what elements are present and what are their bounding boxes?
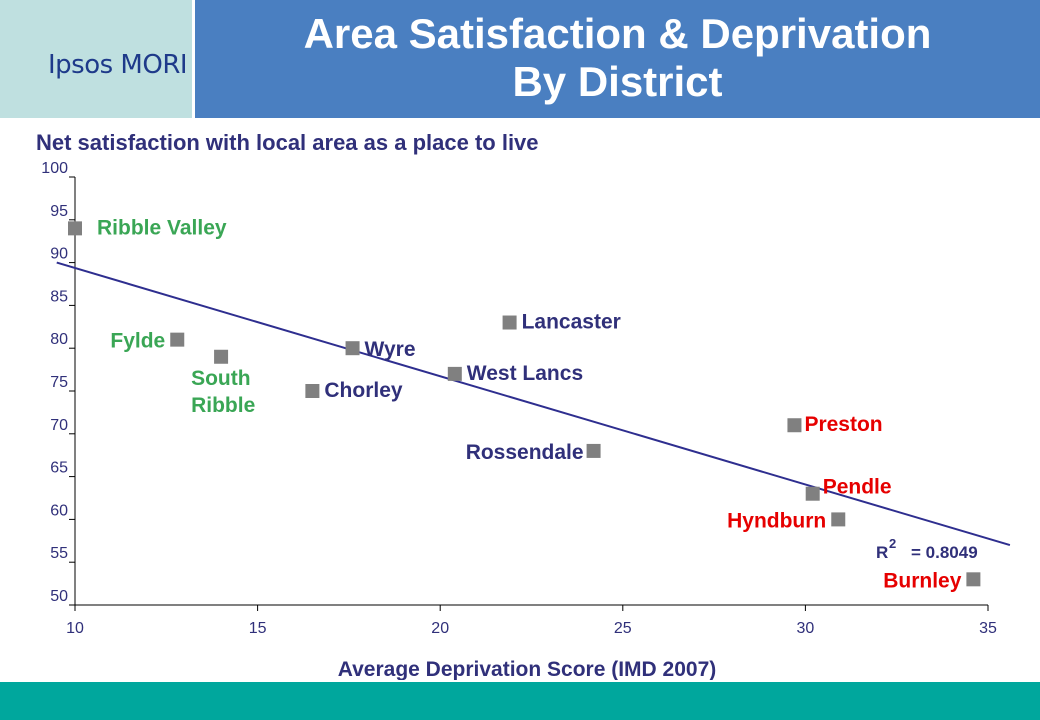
y-tick-label: 85	[50, 288, 68, 305]
logo-panel: Ipsos MORI	[0, 0, 195, 118]
data-point	[831, 512, 846, 527]
data-point	[502, 315, 517, 330]
x-tick-label: 25	[614, 620, 632, 637]
data-point	[68, 221, 82, 236]
point-label: Hyndburn	[727, 509, 826, 532]
y-tick-label: 65	[50, 460, 68, 477]
x-tick-label: 10	[66, 620, 84, 637]
y-tick-label: 90	[50, 246, 68, 263]
data-point	[586, 443, 601, 458]
point-label: West Lancs	[467, 362, 583, 385]
point-label: Fylde	[110, 330, 165, 353]
x-tick-label: 15	[249, 620, 267, 637]
point-label: Preston	[804, 413, 882, 436]
title-line-1: Area Satisfaction & Deprivation	[303, 10, 932, 57]
point-label: Chorley	[324, 379, 403, 402]
y-tick-label: 55	[50, 545, 68, 562]
r-squared-value: = 0.8049	[911, 543, 978, 562]
y-tick-label: 70	[50, 417, 68, 434]
r-squared-annotation: R 2 = 0.8049	[876, 536, 978, 562]
y-tick-label: 80	[50, 331, 68, 348]
data-point	[447, 366, 462, 381]
point-label: Lancaster	[522, 311, 621, 334]
ipsos-mori-logo: Ipsos MORI	[48, 50, 188, 80]
y-tick-label: 50	[50, 588, 68, 605]
point-label: Wyre	[365, 338, 416, 361]
point-label-line: Ribble	[191, 394, 255, 417]
trendline-layer	[56, 261, 1011, 547]
x-axis-label: Average Deprivation Score (IMD 2007)	[338, 658, 717, 680]
footer-bar	[0, 682, 1040, 720]
data-point	[787, 418, 802, 433]
x-tick-label: 35	[979, 620, 997, 637]
data-point	[170, 332, 185, 347]
point-label: Ribble Valley	[97, 216, 227, 239]
y-tick-label: 100	[41, 160, 68, 177]
data-point	[305, 384, 320, 398]
scatter-chart: 50 55 60 65 70 75 80 85 90 95 100 10 15 20 25 30 35 Ribb…	[41, 160, 1011, 680]
title-bar: Area Satisfaction & Deprivation By Distr…	[195, 0, 1040, 118]
trendline	[56, 261, 1011, 547]
labels-layer: Ribble Valley Fylde South Ribble Chorley Wyre…	[97, 216, 962, 592]
axes: 50 55 60 65 70 75 80 85 90 95 100 10 15 20 25 30 35	[41, 160, 997, 637]
point-label: South Ribble	[191, 367, 255, 417]
data-point	[214, 349, 229, 364]
point-label: Burnley	[883, 569, 962, 592]
chart-title: Net satisfaction with local area as a pl…	[36, 130, 539, 155]
r-squared-label: R	[876, 543, 888, 562]
title-line-2: By District	[512, 58, 723, 105]
point-label-line: South	[191, 367, 250, 390]
x-tick-label: 20	[431, 620, 449, 637]
y-tick-label: 75	[50, 374, 68, 391]
data-point	[805, 486, 820, 501]
r-squared-exponent: 2	[889, 536, 896, 551]
point-label: Rossendale	[466, 441, 584, 464]
data-point	[345, 341, 360, 356]
x-tick-label: 30	[797, 620, 815, 637]
points-layer	[68, 221, 981, 587]
y-tick-label: 95	[50, 203, 68, 220]
y-tick-label: 60	[50, 502, 68, 519]
point-label: Pendle	[823, 476, 892, 499]
data-point	[966, 572, 981, 587]
